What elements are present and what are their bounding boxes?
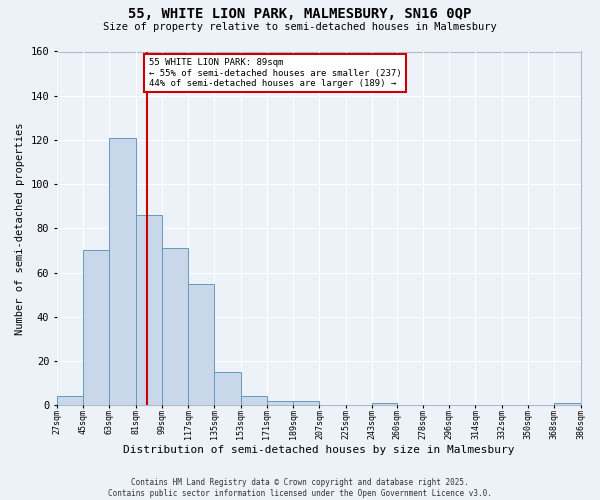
Bar bbox=[214, 372, 241, 406]
Bar bbox=[267, 401, 293, 406]
X-axis label: Distribution of semi-detached houses by size in Malmesbury: Distribution of semi-detached houses by … bbox=[123, 445, 514, 455]
Bar bbox=[188, 284, 214, 406]
Text: Size of property relative to semi-detached houses in Malmesbury: Size of property relative to semi-detach… bbox=[103, 22, 497, 32]
Bar bbox=[293, 401, 319, 406]
Y-axis label: Number of semi-detached properties: Number of semi-detached properties bbox=[15, 122, 25, 334]
Text: 55, WHITE LION PARK, MALMESBURY, SN16 0QP: 55, WHITE LION PARK, MALMESBURY, SN16 0Q… bbox=[128, 8, 472, 22]
Text: Contains HM Land Registry data © Crown copyright and database right 2025.
Contai: Contains HM Land Registry data © Crown c… bbox=[108, 478, 492, 498]
Bar bbox=[554, 403, 581, 406]
Bar bbox=[372, 403, 397, 406]
Bar bbox=[57, 396, 83, 406]
Bar bbox=[83, 250, 109, 406]
Bar bbox=[162, 248, 188, 406]
Bar bbox=[136, 215, 162, 406]
Text: 55 WHITE LION PARK: 89sqm
← 55% of semi-detached houses are smaller (237)
44% of: 55 WHITE LION PARK: 89sqm ← 55% of semi-… bbox=[149, 58, 401, 88]
Bar bbox=[241, 396, 267, 406]
Bar bbox=[109, 138, 136, 406]
